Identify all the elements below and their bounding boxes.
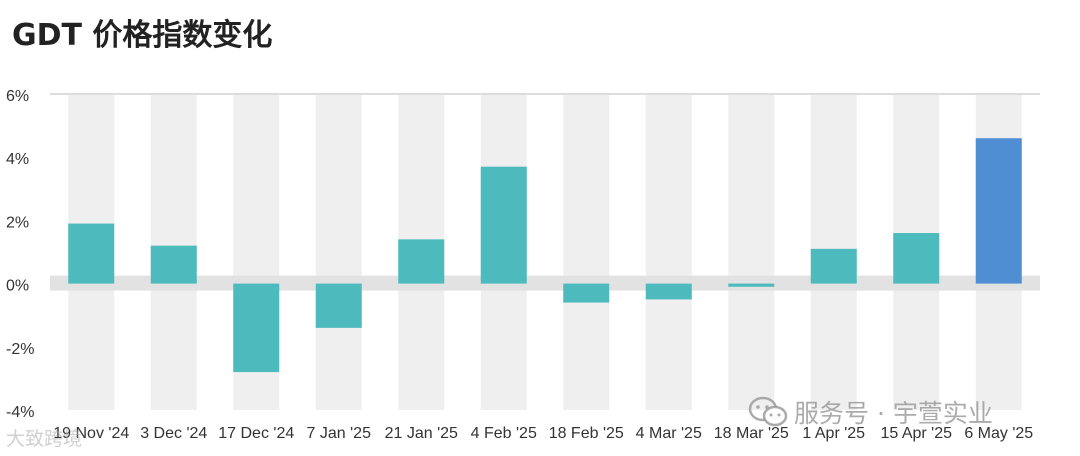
x-tick-label: 15 Apr '25 [880, 425, 952, 442]
x-tick-label: 18 Feb '25 [549, 425, 624, 442]
y-tick-label: 0% [6, 278, 29, 295]
watermark-right-text: 服务号 · 宇萱实业 [794, 399, 993, 428]
bar [810, 248, 857, 284]
x-tick-label: 21 Jan '25 [385, 425, 458, 442]
column-band [728, 94, 775, 410]
bar [233, 283, 280, 373]
wechat-icon [748, 396, 788, 427]
column-band [315, 94, 362, 410]
bar [728, 283, 775, 287]
bar [893, 233, 940, 284]
x-tick-label: 7 Jan '25 [307, 425, 372, 442]
bar [150, 245, 197, 284]
y-tick-label: 2% [6, 214, 29, 231]
column-band [563, 94, 610, 410]
bar [315, 283, 362, 328]
bar [645, 283, 692, 300]
x-tick-label: 6 May '25 [964, 425, 1033, 442]
x-tick-label: 4 Feb '25 [471, 425, 537, 442]
zero-band [50, 275, 1040, 291]
x-tick-label: 19 Nov '24 [53, 425, 129, 442]
bar [68, 223, 115, 284]
watermark-left: 大致跨境 [6, 424, 82, 451]
x-tick-label: 3 Dec '24 [140, 425, 207, 442]
watermark-left-text: 大致跨境 [6, 428, 83, 450]
y-tick-label: -2% [6, 341, 34, 358]
watermark-right: 服务号 · 宇萱实业 [748, 394, 993, 430]
bar [563, 283, 610, 303]
bar [975, 138, 1022, 284]
x-tick-label: 4 Mar '25 [636, 425, 702, 442]
x-tick-label: 18 Mar '25 [714, 425, 789, 442]
column-band [645, 94, 692, 410]
chart-title: GDT 价格指数变化 [12, 18, 273, 53]
x-tick-label: 1 Apr '25 [802, 425, 865, 442]
y-tick-label: 4% [6, 151, 29, 168]
x-tick-label: 17 Dec '24 [218, 425, 294, 442]
bar [480, 166, 527, 284]
bar [398, 239, 445, 284]
y-tick-label: -4% [6, 404, 34, 421]
y-tick-label: 6% [6, 88, 29, 105]
